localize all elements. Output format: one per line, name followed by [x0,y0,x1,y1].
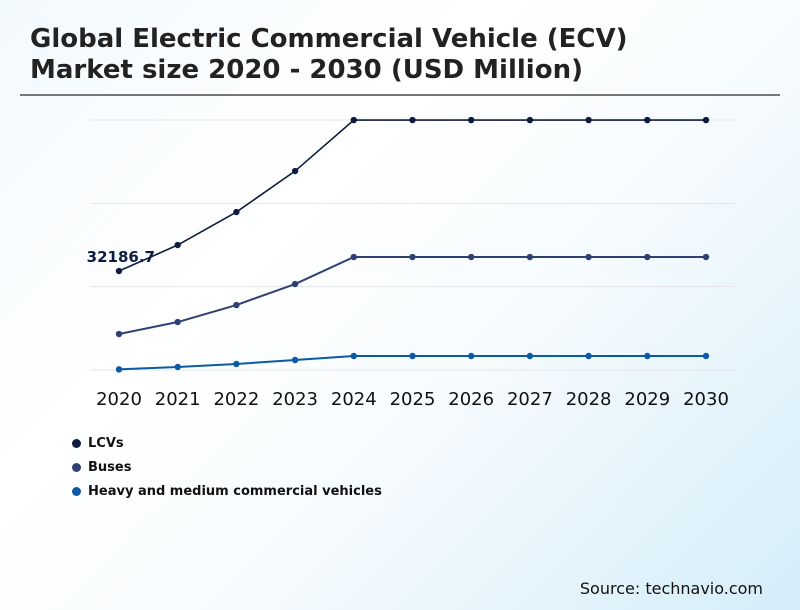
source-note: Source: technavio.com [579,579,763,598]
data-point [526,352,534,360]
data-point [702,253,710,261]
x-tick-label: 2020 [96,389,142,410]
x-tick-label: 2027 [507,389,553,410]
data-point [350,253,357,261]
x-tick-label: 2030 [683,389,729,410]
data-point [409,253,416,261]
x-tick-label: 2025 [390,389,436,410]
data-point [233,208,240,216]
data-point [174,318,181,326]
x-tick-label: 2021 [155,389,201,410]
data-point [174,241,181,249]
data-point [115,366,123,373]
data-point [702,352,710,360]
data-label: 32186.7 [87,248,155,266]
x-tick-label: 2029 [624,389,670,410]
data-point [291,167,299,175]
legend-marker-icon [72,487,81,496]
data-point [291,356,299,364]
data-point [350,116,357,124]
data-point [409,116,416,124]
data-point [468,352,475,360]
legend-item: Heavy and medium commercial vehicles [72,484,382,499]
legend-marker-icon [72,463,81,472]
data-point [233,360,240,368]
legend-label: Buses [88,460,132,475]
data-point [526,116,534,124]
x-tick-label: 2022 [213,389,259,410]
data-point [233,301,240,309]
data-point [526,253,534,261]
data-point [350,352,357,360]
line-chart: 2020 2021 2022 2023 2024 2025 2026 2027 2028 2029… [87,116,736,410]
legend-item: LCVs [72,436,124,451]
data-point [644,253,651,261]
x-tick-label: 2028 [566,389,612,410]
data-point [468,253,475,261]
data-point [585,116,592,124]
data-point [174,363,181,371]
data-point [702,116,710,124]
legend-label: Heavy and medium commercial vehicles [88,484,382,499]
legend-label: LCVs [88,436,124,451]
data-point [644,352,651,360]
x-tick-label: 2024 [331,389,377,410]
data-point [291,280,299,288]
series-line-0 [118,119,706,272]
title-line-1: Global Electric Commercial Vehicle (ECV) [30,24,628,54]
data-point [115,267,123,275]
legend-item: Buses [72,460,131,475]
title-divider [20,94,780,96]
title-line-2: Market size 2020 - 2030 (USD Million) [30,55,583,85]
data-point [115,330,123,338]
x-tick-label: 2026 [448,389,494,410]
series-line-1 [118,256,706,336]
data-point [409,352,416,360]
x-tick-label: 2023 [272,389,318,410]
data-point [468,116,475,124]
legend-marker-icon [72,439,81,448]
chart-title: Global Electric Commercial Vehicle (ECV)… [30,24,628,86]
data-point [585,352,592,360]
data-point [644,116,651,124]
data-point [585,253,592,261]
